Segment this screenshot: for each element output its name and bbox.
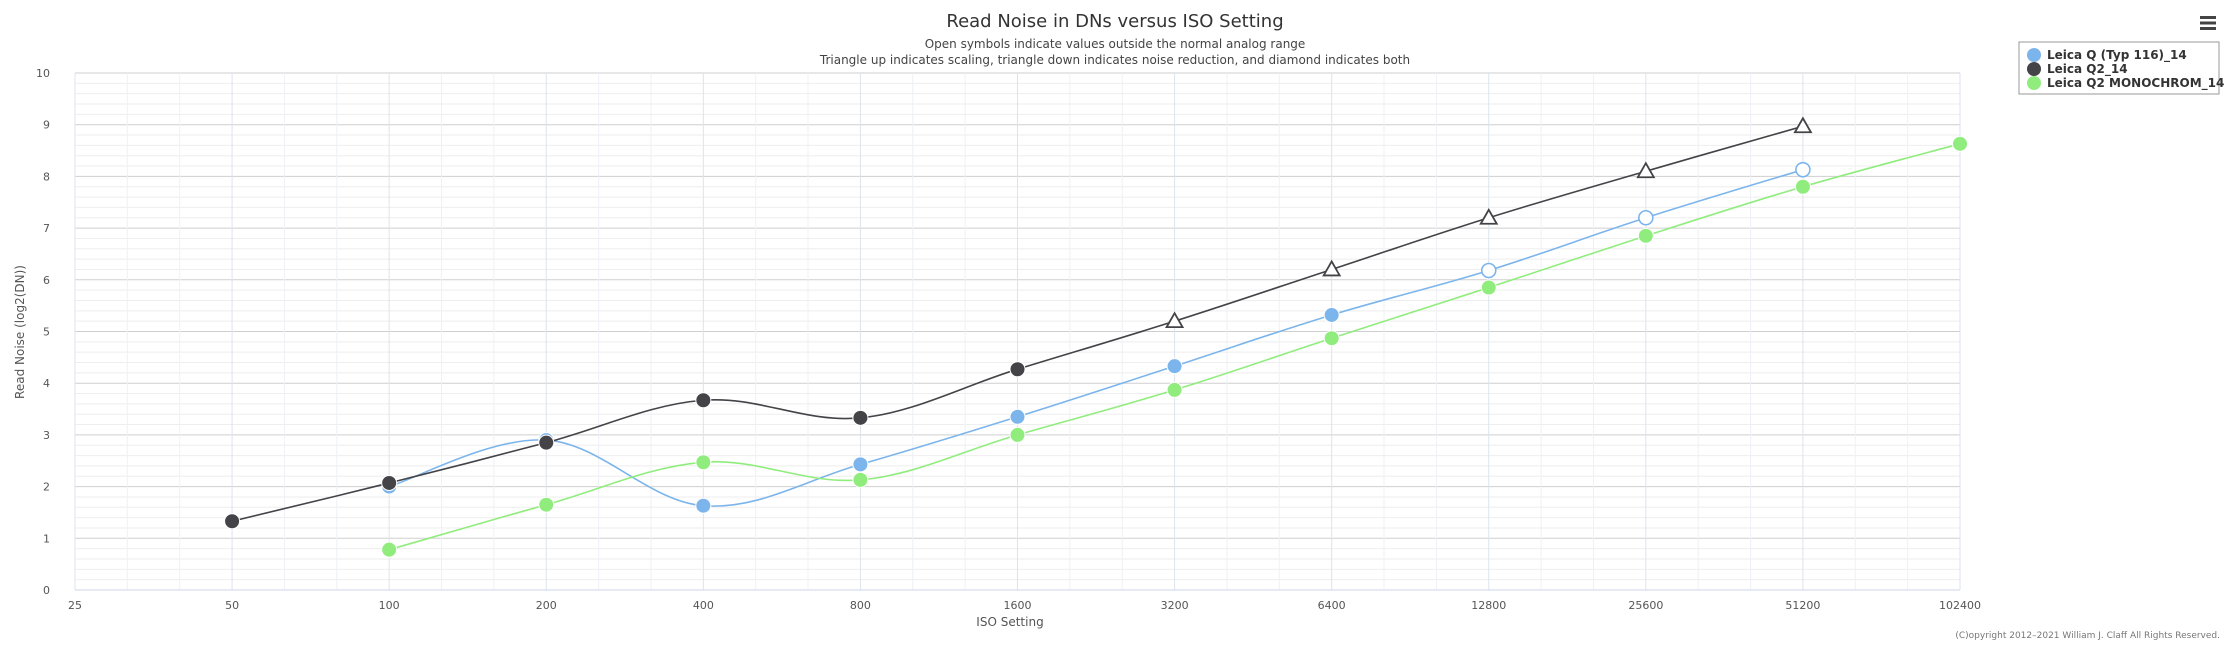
data-point	[1009, 361, 1026, 378]
data-point-open	[1638, 209, 1654, 226]
data-point	[1480, 279, 1497, 296]
y-axis-title: Read Noise (log2(DN))	[13, 265, 27, 399]
x-tick-label: 1600	[1004, 599, 1032, 612]
data-point	[852, 456, 869, 473]
hamburger-menu-icon[interactable]	[2200, 16, 2216, 30]
data-point	[1794, 178, 1811, 195]
grid	[74, 72, 1961, 591]
data-point-triangle-up	[1636, 161, 1656, 179]
x-axis-title: ISO Setting	[976, 615, 1043, 629]
x-tick-label: 25600	[1628, 599, 1663, 612]
y-tick-label: 0	[43, 584, 50, 597]
x-tick-label: 51200	[1785, 599, 1820, 612]
series-group	[224, 116, 1968, 558]
data-point	[381, 474, 398, 491]
x-tick-label: 3200	[1161, 599, 1189, 612]
chart-subtitle-line-2: Triangle up indicates scaling, triangle …	[819, 53, 1410, 67]
x-tick-label: 400	[693, 599, 714, 612]
data-point	[695, 392, 712, 409]
data-point	[538, 434, 555, 451]
data-point-triangle-up	[1479, 207, 1499, 225]
data-point-triangle-up	[1322, 259, 1342, 277]
y-tick-label: 8	[43, 170, 50, 183]
y-tick-label: 1	[43, 532, 50, 545]
y-tick-label: 5	[43, 326, 50, 339]
x-tick-label: 6400	[1318, 599, 1346, 612]
legend-marker	[2027, 48, 2041, 62]
x-tick-label: 50	[225, 599, 239, 612]
chart-title: Read Noise in DNs versus ISO Setting	[946, 11, 1283, 32]
legend-label: Leica Q (Typ 116)_14	[2047, 48, 2187, 63]
x-tick-label: 200	[536, 599, 557, 612]
data-point	[695, 454, 712, 471]
legend-marker	[2027, 76, 2041, 90]
data-point-triangle-up	[1165, 311, 1185, 329]
x-tick-label: 102400	[1939, 599, 1981, 612]
x-tick-label: 25	[68, 599, 82, 612]
legend-marker	[2027, 62, 2041, 76]
y-tick-label: 4	[43, 377, 50, 390]
copyright-credit: (C)opyright 2012–2021 William J. Claff A…	[1955, 631, 2220, 641]
axes: 0 1 2 3 4 5 6 7 8 9 10 25 50 100 200 400 800 1600 3200 6400…	[36, 67, 1981, 612]
context-menu-button[interactable]	[2196, 12, 2220, 34]
data-point	[1952, 135, 1968, 152]
series-2	[224, 116, 1813, 530]
data-point	[1637, 227, 1654, 244]
data-point	[1166, 358, 1183, 375]
series-line	[388, 168, 1804, 507]
legend-label: Leica Q2 MONOCHROM_14	[2047, 76, 2224, 91]
data-point-open	[1795, 161, 1811, 178]
y-tick-label: 6	[43, 274, 50, 287]
data-point	[1166, 381, 1183, 398]
data-point-triangle-up	[1793, 116, 1813, 134]
data-point-open	[1480, 262, 1497, 279]
series-3	[381, 135, 1968, 558]
data-point	[538, 496, 555, 513]
y-tick-label: 3	[43, 429, 50, 442]
x-tick-label: 800	[850, 599, 871, 612]
legend-box	[2018, 41, 2220, 95]
data-point	[852, 409, 869, 426]
chart-subtitle-line-1: Open symbols indicate values outside the…	[925, 37, 1306, 51]
y-tick-label: 9	[43, 119, 50, 132]
legend-label: Leica Q2_14	[2047, 62, 2128, 77]
data-point	[695, 497, 712, 514]
y-tick-label: 2	[43, 481, 50, 494]
data-point	[1323, 306, 1340, 323]
series-1	[381, 161, 1811, 514]
data-point	[1009, 426, 1026, 443]
data-point	[1323, 330, 1340, 347]
y-tick-label: 10	[36, 67, 50, 80]
data-point	[224, 513, 241, 530]
data-point	[1009, 408, 1026, 425]
x-tick-label: 12800	[1471, 599, 1506, 612]
x-tick-label: 100	[379, 599, 400, 612]
data-point	[381, 541, 398, 558]
data-point	[852, 471, 869, 488]
y-tick-label: 7	[43, 222, 50, 235]
